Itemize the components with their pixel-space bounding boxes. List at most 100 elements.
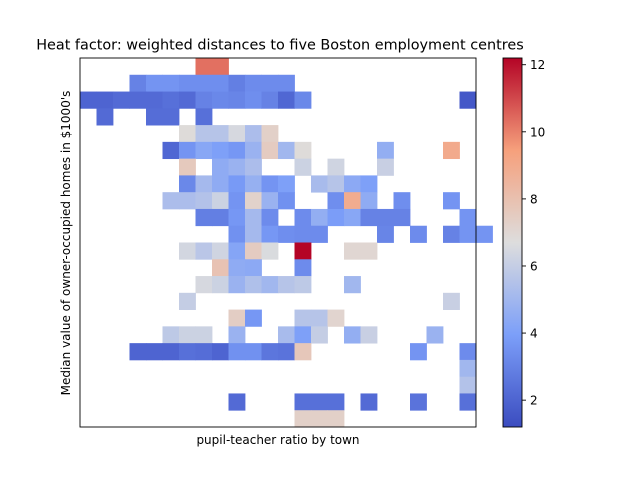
heatmap-cell: [195, 74, 213, 92]
heatmap-cell: [228, 326, 246, 344]
heatmap-cell: [195, 58, 213, 76]
heatmap-cell: [96, 108, 114, 126]
heatmap-cell: [195, 108, 213, 126]
heatmap-cell: [278, 225, 295, 243]
y-axis-label: Median value of owner-occupied homes in …: [59, 91, 73, 396]
heatmap-cell: [228, 141, 246, 160]
heatmap-cell: [113, 91, 130, 109]
heatmap-cell: [294, 141, 312, 160]
heatmap-cell: [311, 309, 328, 327]
heatmap-cell: [179, 125, 196, 143]
heatmap-cell: [179, 141, 196, 160]
heatmap-cell: [212, 242, 229, 260]
heatmap-cell: [294, 259, 312, 277]
heatmap-cell: [443, 192, 460, 210]
heatmap-cell: [377, 141, 394, 160]
heatmap-cell: [344, 192, 361, 210]
heatmap-cell: [294, 158, 312, 176]
heatmap-cell: [228, 225, 246, 243]
heatmap-cell: [294, 242, 312, 260]
heatmap-cell: [129, 343, 147, 361]
heatmap-cell: [195, 141, 213, 160]
heatmap-cell: [228, 91, 246, 109]
heatmap-cell: [344, 175, 361, 193]
heatmap-cell: [179, 343, 196, 361]
heatmap-cell: [443, 225, 460, 243]
heatmap-cell: [344, 242, 361, 260]
heatmap-cell: [212, 175, 229, 193]
heatmap-cell: [360, 175, 378, 193]
heatmap-cell: [195, 276, 213, 294]
heatmap-cell: [294, 393, 312, 411]
heatmap-cell: [228, 393, 246, 411]
heatmap-cell: [245, 175, 262, 193]
heatmap-cell: [228, 175, 246, 193]
heatmap-cell: [212, 276, 229, 294]
heatmap-cell: [129, 91, 147, 109]
colorbar-tick-label: 12: [530, 58, 545, 72]
heatmap-cell: [245, 141, 262, 160]
heatmap-cell: [377, 158, 394, 176]
heatmap-cell: [311, 393, 328, 411]
x-axis-label: pupil-teacher ratio by town: [196, 433, 359, 447]
heatmap-cell: [212, 259, 229, 277]
heatmap-cell: [294, 208, 312, 227]
heatmap-cell: [261, 343, 279, 361]
heatmap-cell: [228, 309, 246, 327]
heatmap-cell: [311, 225, 328, 243]
heatmap-cell: [228, 192, 246, 210]
heatmap-cell: [360, 242, 378, 260]
heatmap-cell: [327, 309, 345, 327]
heatmap-cell: [195, 242, 213, 260]
heatmap-cell: [261, 276, 279, 294]
heatmap-cell: [360, 326, 378, 344]
heatmap-cell: [162, 141, 180, 160]
heatmap-cell: [228, 259, 246, 277]
heatmap-cell: [228, 158, 246, 176]
heatmap-cell: [294, 343, 312, 361]
heatmap-cell: [294, 309, 312, 327]
heatmap-cell: [245, 208, 262, 227]
heatmap-cell: [344, 276, 361, 294]
heatmap-cell: [360, 192, 378, 210]
heatmap-cell: [278, 276, 295, 294]
colorbar-tick-label: 4: [530, 327, 538, 341]
heatmap-cell: [459, 343, 477, 361]
heatmap-cell: [195, 343, 213, 361]
heatmap-cell: [360, 208, 378, 227]
heatmap-cell: [261, 74, 279, 92]
heatmap-cell: [443, 141, 460, 160]
heatmap-cell: [129, 74, 147, 92]
heatmap-cell: [146, 108, 163, 126]
colorbar-tick-label: 2: [530, 394, 538, 408]
heatmap-cell: [377, 208, 394, 227]
heatmap-cell: [245, 192, 262, 210]
heatmap-cell: [327, 208, 345, 227]
heatmap-cell: [212, 91, 229, 109]
heatmap-cell: [179, 91, 196, 109]
heatmap-cell: [443, 292, 460, 310]
heatmap-cell: [80, 91, 97, 109]
heatmap-cell: [212, 74, 229, 92]
heatmap-cell: [261, 125, 279, 143]
heatmap-cell: [261, 192, 279, 210]
colorbar-tick-label: 8: [530, 192, 538, 206]
heatmap-cells: [80, 58, 493, 428]
heatmap-cell: [327, 158, 345, 176]
heatmap-cell: [228, 276, 246, 294]
heatmap-cell: [377, 225, 394, 243]
heatmap-cell: [195, 91, 213, 109]
heatmap-cell: [228, 208, 246, 227]
colorbar-ticks: 2 4 6 8 10 12: [522, 58, 545, 408]
heatmap-cell: [245, 276, 262, 294]
heatmap-cell: [459, 208, 477, 227]
heatmap-cell: [261, 91, 279, 109]
heatmap-cell: [245, 343, 262, 361]
heatmap-cell: [245, 91, 262, 109]
heatmap-cell: [278, 192, 295, 210]
heatmap-cell: [311, 326, 328, 344]
heatmap-cell: [476, 225, 493, 243]
heatmap-cell: [179, 242, 196, 260]
heatmap-cell: [212, 192, 229, 210]
